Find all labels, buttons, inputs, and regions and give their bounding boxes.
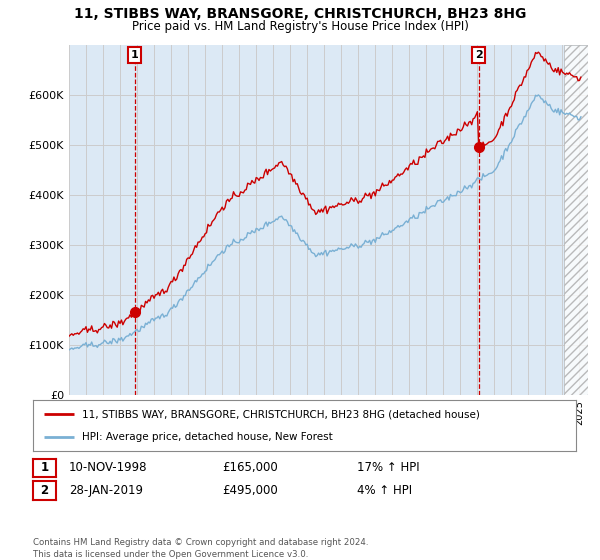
Text: 4% ↑ HPI: 4% ↑ HPI	[357, 484, 412, 497]
Text: 17% ↑ HPI: 17% ↑ HPI	[357, 461, 419, 474]
Text: £165,000: £165,000	[222, 461, 278, 474]
Text: 1: 1	[131, 50, 139, 60]
Text: 10-NOV-1998: 10-NOV-1998	[69, 461, 148, 474]
Text: 1: 1	[40, 461, 49, 474]
Text: 11, STIBBS WAY, BRANSGORE, CHRISTCHURCH, BH23 8HG: 11, STIBBS WAY, BRANSGORE, CHRISTCHURCH,…	[74, 7, 526, 21]
Text: 28-JAN-2019: 28-JAN-2019	[69, 484, 143, 497]
Text: 11, STIBBS WAY, BRANSGORE, CHRISTCHURCH, BH23 8HG (detached house): 11, STIBBS WAY, BRANSGORE, CHRISTCHURCH,…	[82, 409, 480, 419]
Text: 2: 2	[40, 484, 49, 497]
Text: HPI: Average price, detached house, New Forest: HPI: Average price, detached house, New …	[82, 432, 332, 442]
Text: Contains HM Land Registry data © Crown copyright and database right 2024.
This d: Contains HM Land Registry data © Crown c…	[33, 538, 368, 559]
Text: Price paid vs. HM Land Registry's House Price Index (HPI): Price paid vs. HM Land Registry's House …	[131, 20, 469, 32]
Text: 2: 2	[475, 50, 482, 60]
Text: £495,000: £495,000	[222, 484, 278, 497]
